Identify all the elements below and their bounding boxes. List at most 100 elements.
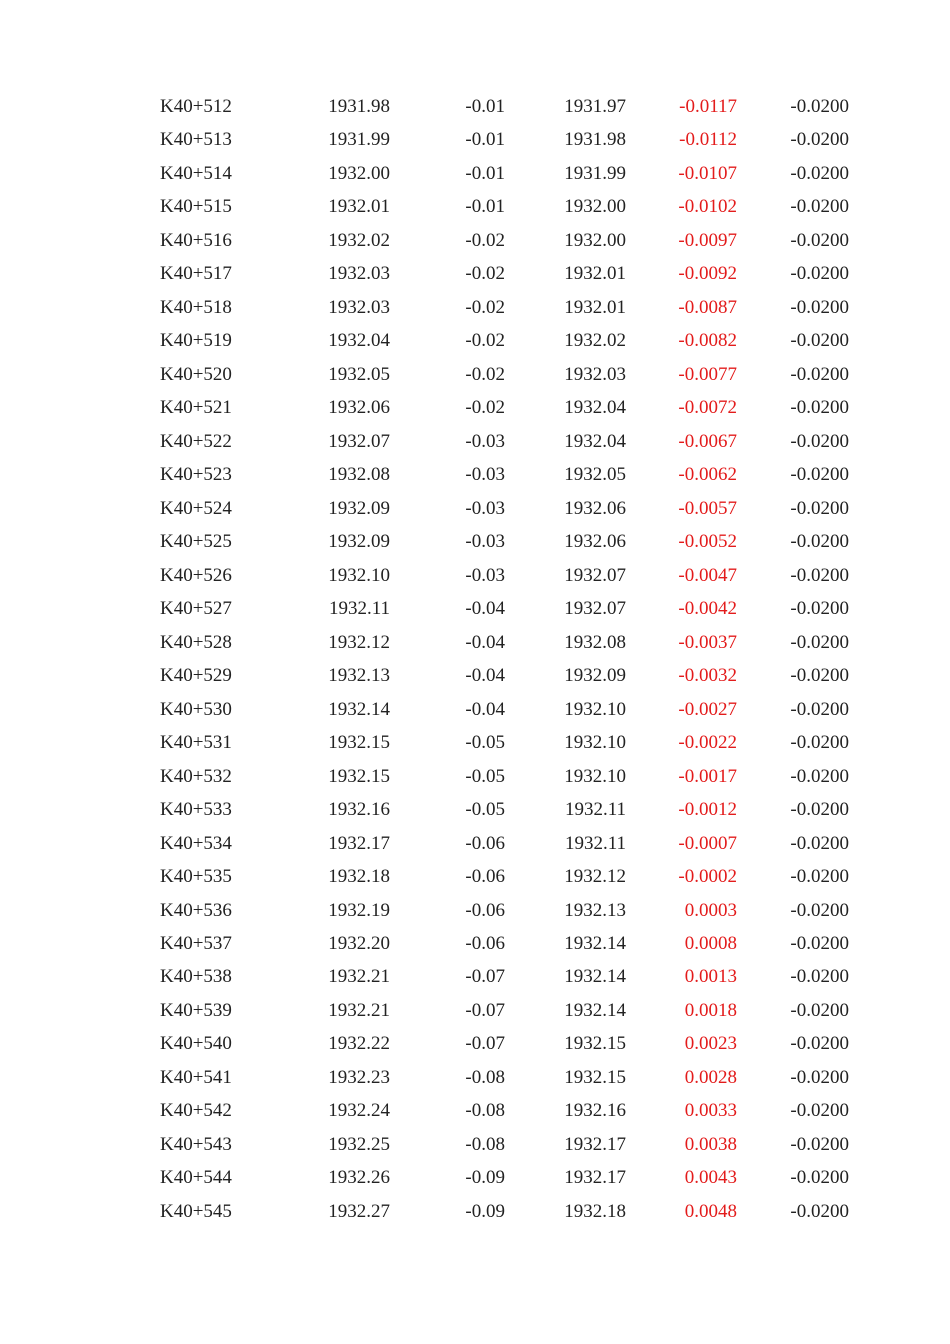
value-cell-2: -0.04 (465, 665, 505, 687)
value-cell-3: 1932.13 (564, 899, 626, 921)
station-cell: K40+543 (160, 1133, 232, 1155)
table-row: K40+516 1932.02 -0.02 1932.00 -0.0097 -0.0200 (0, 224, 950, 257)
value-cell-1: 1932.27 (328, 1200, 390, 1222)
table-row: K40+520 1932.05 -0.02 1932.03 -0.0077 -0.0200 (0, 358, 950, 391)
table-row: K40+541 1932.23 -0.08 1932.15 0.0028 -0.0200 (0, 1061, 950, 1094)
highlight-value-cell: -0.0002 (678, 866, 737, 888)
value-cell-2: -0.05 (465, 732, 505, 754)
station-cell: K40+528 (160, 631, 232, 653)
value-cell-2: -0.05 (465, 765, 505, 787)
highlight-value-cell: -0.0062 (678, 464, 737, 486)
highlight-value-cell: 0.0013 (684, 966, 737, 988)
station-cell: K40+534 (160, 832, 232, 854)
highlight-value-cell: 0.0028 (684, 1066, 737, 1088)
value-cell-2: -0.02 (465, 330, 505, 352)
highlight-value-cell: -0.0097 (678, 229, 737, 251)
table-row: K40+518 1932.03 -0.02 1932.01 -0.0087 -0.0200 (0, 291, 950, 324)
table-row: K40+527 1932.11 -0.04 1932.07 -0.0042 -0.0200 (0, 592, 950, 625)
table-row: K40+534 1932.17 -0.06 1932.11 -0.0007 -0.0200 (0, 827, 950, 860)
table-row: K40+525 1932.09 -0.03 1932.06 -0.0052 -0.0200 (0, 525, 950, 558)
station-cell: K40+517 (160, 263, 232, 285)
station-cell: K40+533 (160, 799, 232, 821)
value-cell-5: -0.0200 (790, 196, 849, 218)
value-cell-3: 1932.14 (564, 933, 626, 954)
station-cell: K40+538 (160, 966, 232, 988)
station-cell: K40+527 (160, 598, 232, 620)
value-cell-3: 1932.08 (564, 631, 626, 653)
table-row: K40+538 1932.21 -0.07 1932.14 0.0013 -0.0200 (0, 960, 950, 993)
value-cell-1: 1932.03 (328, 296, 390, 318)
station-cell: K40+530 (160, 698, 232, 720)
highlight-value-cell: -0.0057 (678, 497, 737, 519)
value-cell-2: -0.04 (465, 698, 505, 720)
value-cell-2: -0.03 (465, 430, 505, 452)
station-cell: K40+525 (160, 531, 232, 553)
value-cell-1: 1932.00 (328, 162, 390, 184)
table-row: K40+513 1931.99 -0.01 1931.98 -0.0112 -0.0200 (0, 123, 950, 156)
highlight-value-cell: -0.0102 (678, 196, 737, 218)
station-cell: K40+526 (160, 564, 232, 586)
highlight-value-cell: -0.0077 (678, 363, 737, 385)
value-cell-1: 1932.10 (328, 564, 390, 586)
highlight-value-cell: -0.0047 (678, 564, 737, 586)
value-cell-5: -0.0200 (790, 933, 849, 954)
value-cell-2: -0.06 (465, 933, 505, 954)
value-cell-3: 1932.04 (564, 397, 626, 419)
value-cell-1: 1932.09 (328, 497, 390, 519)
value-cell-1: 1932.03 (328, 263, 390, 285)
value-cell-1: 1932.25 (328, 1133, 390, 1155)
value-cell-2: -0.03 (465, 464, 505, 486)
value-cell-5: -0.0200 (790, 1066, 849, 1088)
value-cell-5: -0.0200 (790, 296, 849, 318)
value-cell-1: 1932.20 (328, 933, 390, 954)
highlight-value-cell: -0.0007 (678, 832, 737, 854)
value-cell-3: 1932.10 (564, 698, 626, 720)
value-cell-3: 1932.11 (564, 832, 626, 854)
table-row: K40+514 1932.00 -0.01 1931.99 -0.0107 -0.0200 (0, 157, 950, 190)
value-cell-3: 1932.00 (564, 229, 626, 251)
value-cell-2: -0.09 (465, 1200, 505, 1222)
value-cell-3: 1932.05 (564, 464, 626, 486)
station-cell: K40+522 (160, 430, 232, 452)
value-cell-5: -0.0200 (790, 1133, 849, 1155)
value-cell-1: 1932.12 (328, 631, 390, 653)
highlight-value-cell: -0.0017 (678, 765, 737, 787)
value-cell-1: 1932.26 (328, 1167, 390, 1189)
value-cell-1: 1932.13 (328, 665, 390, 687)
highlight-value-cell: 0.0033 (684, 1100, 737, 1122)
value-cell-5: -0.0200 (790, 564, 849, 586)
value-cell-3: 1932.15 (564, 1066, 626, 1088)
value-cell-5: -0.0200 (790, 866, 849, 888)
value-cell-3: 1932.10 (564, 765, 626, 787)
highlight-value-cell: -0.0117 (679, 96, 737, 117)
highlight-value-cell: -0.0042 (678, 598, 737, 620)
value-cell-3: 1931.99 (564, 162, 626, 184)
table-row: K40+512 1931.98 -0.01 1931.97 -0.0117 -0.0200 (0, 90, 950, 123)
value-cell-3: 1932.14 (564, 966, 626, 988)
value-cell-2: -0.07 (465, 999, 505, 1021)
station-cell: K40+516 (160, 229, 232, 251)
table-row: K40+537 1932.20 -0.06 1932.14 0.0008 -0.0200 (0, 927, 950, 960)
table-row: K40+536 1932.19 -0.06 1932.13 0.0003 -0.0200 (0, 894, 950, 927)
value-cell-5: -0.0200 (790, 1100, 849, 1122)
value-cell-1: 1932.09 (328, 531, 390, 553)
value-cell-3: 1932.00 (564, 196, 626, 218)
table-row: K40+529 1932.13 -0.04 1932.09 -0.0032 -0.0200 (0, 659, 950, 692)
table-row: K40+543 1932.25 -0.08 1932.17 0.0038 -0.0200 (0, 1128, 950, 1161)
value-cell-2: -0.07 (465, 1033, 505, 1055)
value-cell-3: 1932.17 (564, 1167, 626, 1189)
station-cell: K40+520 (160, 363, 232, 385)
value-cell-5: -0.0200 (790, 464, 849, 486)
value-cell-1: 1932.04 (328, 330, 390, 352)
value-cell-1: 1932.07 (328, 430, 390, 452)
station-cell: K40+524 (160, 497, 232, 519)
value-cell-2: -0.03 (465, 531, 505, 553)
value-cell-1: 1932.24 (328, 1100, 390, 1122)
value-cell-3: 1932.18 (564, 1200, 626, 1222)
station-cell: K40+537 (160, 933, 232, 954)
value-cell-3: 1932.12 (564, 866, 626, 888)
station-cell: K40+515 (160, 196, 232, 218)
value-cell-2: -0.04 (465, 631, 505, 653)
value-cell-5: -0.0200 (790, 229, 849, 251)
table-row: K40+540 1932.22 -0.07 1932.15 0.0023 -0.0200 (0, 1027, 950, 1060)
